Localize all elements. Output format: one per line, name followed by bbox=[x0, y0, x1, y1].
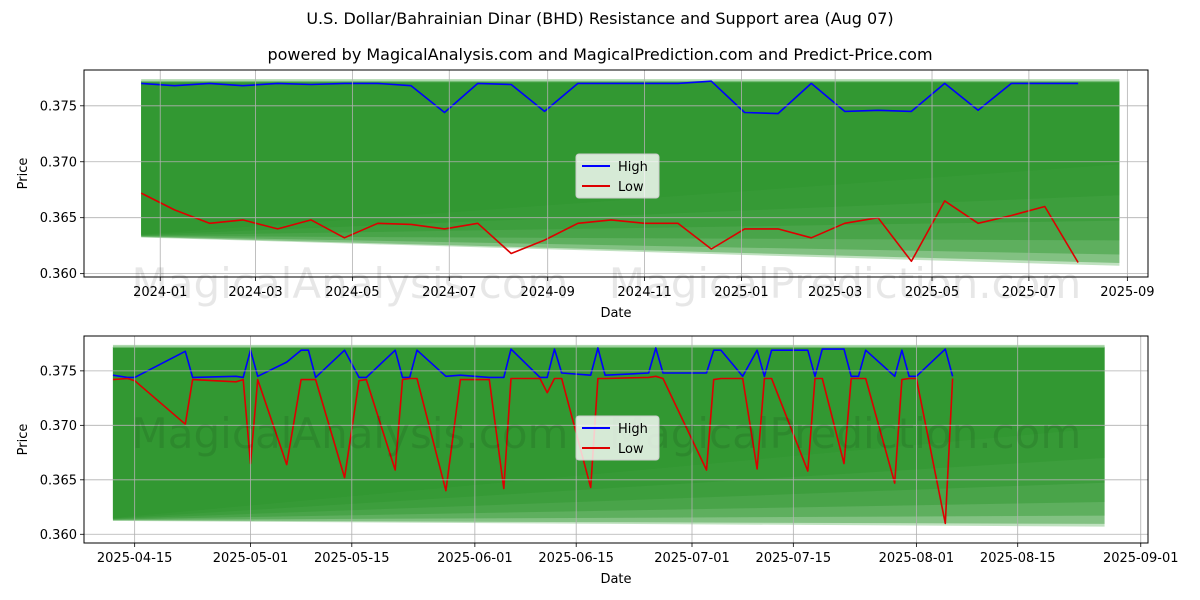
x-tick-label: 2025-01 bbox=[714, 285, 768, 300]
bottom-chart-panel: 2025-04-15 2025-05-01 2025-05-15 2025-06-01… bbox=[16, 335, 1179, 587]
legend-high-label: High bbox=[618, 422, 648, 437]
series-line-high bbox=[141, 80, 1079, 115]
x-tick-label: 2025-07-15 bbox=[756, 551, 832, 566]
y-tick-label: 0.375 bbox=[40, 364, 77, 379]
x-tick-label: 2025-06-15 bbox=[538, 551, 614, 566]
band-top-edge bbox=[141, 79, 1120, 83]
y-tick-label: 0.375 bbox=[40, 99, 77, 114]
y-tick-label: 0.370 bbox=[40, 419, 77, 434]
x-tick-label: 2025-08-01 bbox=[879, 551, 955, 566]
x-tick-label: 2025-07 bbox=[1002, 285, 1056, 300]
x-tick-label: 2025-09-01 bbox=[1103, 551, 1179, 566]
y-tick-label: 0.360 bbox=[40, 528, 77, 543]
x-axis-label: Date bbox=[600, 306, 631, 321]
legend: High Low bbox=[575, 415, 660, 461]
top-chart-panel: 2024-01 2024-03 2024-05 2024-07 2024-09 2024-… bbox=[16, 69, 1155, 321]
legend-low-label: Low bbox=[618, 180, 644, 195]
x-tick-label: 2025-03 bbox=[808, 285, 862, 300]
y-axis-label: Price bbox=[16, 158, 31, 190]
legend-high-label: High bbox=[618, 160, 648, 175]
x-tick-label: 2025-06-01 bbox=[437, 551, 513, 566]
x-tick-label: 2024-05 bbox=[325, 285, 379, 300]
chart-title: U.S. Dollar/Bahrainian Dinar (BHD) Resis… bbox=[306, 9, 894, 28]
y-tick-label: 0.365 bbox=[40, 473, 77, 488]
legend-low-label: Low bbox=[618, 442, 644, 457]
x-tick-label: 2025-04-15 bbox=[97, 551, 173, 566]
band-top-edge bbox=[112, 344, 1105, 348]
axes-frame bbox=[83, 335, 1149, 544]
x-tick-label: 2025-09 bbox=[1100, 285, 1154, 300]
watermark-magicalprediction: MagicalPrediction.com bbox=[609, 409, 1082, 458]
y-tick-label: 0.360 bbox=[40, 267, 77, 282]
legend: High Low bbox=[575, 153, 660, 199]
watermark-magicalanalysis: MagicalAnalysis.com bbox=[132, 259, 569, 308]
x-tick-label: 2025-05 bbox=[905, 285, 959, 300]
x-tick-label: 2024-11 bbox=[617, 285, 671, 300]
series-line-low bbox=[112, 375, 954, 525]
y-tick-label: 0.365 bbox=[40, 211, 77, 226]
x-tick-label: 2025-05-01 bbox=[213, 551, 289, 566]
watermark-magicalanalysis: MagicalAnalysis.com bbox=[132, 409, 569, 458]
x-axis-label: Date bbox=[600, 572, 631, 587]
x-tick-label: 2024-03 bbox=[228, 285, 282, 300]
y-axis-label: Price bbox=[16, 424, 31, 456]
x-tick-label: 2025-05-15 bbox=[314, 551, 390, 566]
chart-subtitle: powered by MagicalAnalysis.com and Magic… bbox=[267, 45, 933, 64]
watermark-magicalprediction: MagicalPrediction.com bbox=[609, 259, 1082, 308]
x-tick-label: 2025-08-15 bbox=[980, 551, 1056, 566]
series-line-high bbox=[112, 347, 954, 379]
x-tick-label: 2024-07 bbox=[422, 285, 476, 300]
axes-frame bbox=[83, 69, 1149, 278]
x-tick-label: 2024-09 bbox=[521, 285, 575, 300]
series-line-low bbox=[140, 192, 1079, 263]
x-tick-label: 2024-01 bbox=[133, 285, 187, 300]
y-tick-label: 0.370 bbox=[40, 155, 77, 170]
x-tick-label: 2025-07-01 bbox=[654, 551, 730, 566]
